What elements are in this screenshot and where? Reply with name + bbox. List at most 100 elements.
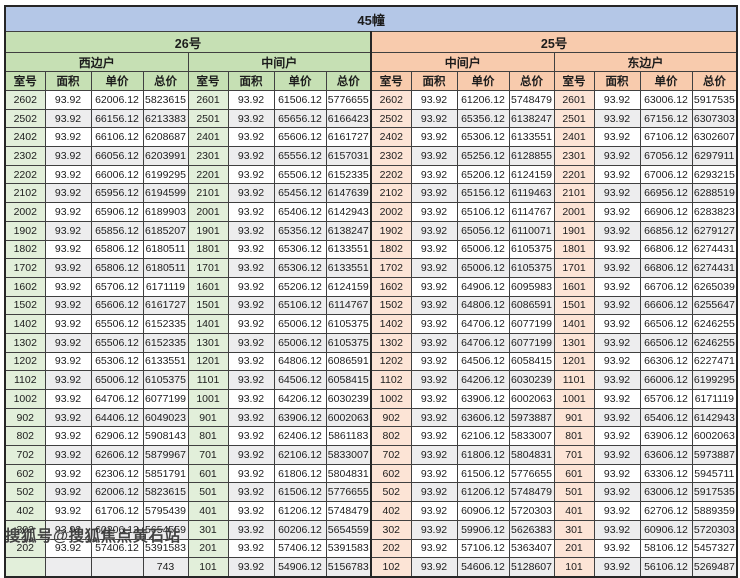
cell-unit-price: 61506.12 xyxy=(273,90,327,110)
cell-area: 93.92 xyxy=(44,370,92,390)
cell-total-price: 6199295 xyxy=(142,164,189,185)
cell-unit-price: 66106.12 xyxy=(90,127,144,148)
cell-room: 2602 xyxy=(370,90,412,110)
cell-total-price: 6133551 xyxy=(142,351,189,372)
cell-room: 2402 xyxy=(370,127,412,148)
cell-area: 93.92 xyxy=(410,557,458,578)
cell-room: 2602 xyxy=(4,90,46,110)
cell-area: 93.92 xyxy=(227,183,275,204)
cell-area: 93.92 xyxy=(593,108,641,129)
table-row: 302 93.92 60206.12 5654559 301 93.92 60206.12 5… xyxy=(4,519,738,540)
cell-total-price: 6246255 xyxy=(691,314,738,334)
cell-unit-price: 65856.12 xyxy=(90,220,144,241)
cell-unit-price: 64806.12 xyxy=(273,351,327,372)
cell-area: 93.92 xyxy=(593,351,641,372)
cell-total-price: 6114767 xyxy=(508,202,555,222)
cell-area: 93.92 xyxy=(44,258,92,278)
cell-total-price: 6086591 xyxy=(325,351,372,372)
cell-room: 2302 xyxy=(370,146,412,166)
building-header-row: 26号 25号 xyxy=(4,31,738,53)
cell-total-price: 6133551 xyxy=(325,239,372,260)
cell-room: 601 xyxy=(187,463,229,484)
cell-room: 1402 xyxy=(370,314,412,334)
cell-total-price: 5720303 xyxy=(691,519,738,540)
cell-total-price: 6246255 xyxy=(691,332,738,353)
cell-total-price: 6133551 xyxy=(325,258,372,278)
cell-room: 101 xyxy=(187,557,229,578)
cell-total-price: 5128607 xyxy=(508,557,555,578)
cell-total-price: 6105375 xyxy=(142,370,189,390)
cell-unit-price: 63906.12 xyxy=(273,407,327,428)
cell-unit-price: 65206.12 xyxy=(456,164,510,185)
cell-room: 2002 xyxy=(4,202,46,222)
cell-total-price: 6171119 xyxy=(691,389,738,409)
cell-area: 93.92 xyxy=(410,482,458,503)
cell-area: 93.92 xyxy=(227,332,275,353)
cell-unit-price: 57106.12 xyxy=(456,538,510,559)
table-row: 802 93.92 62906.12 5908143 801 93.92 62406.12 5… xyxy=(4,426,738,447)
cell-room: 1202 xyxy=(4,351,46,372)
cell-area: 93.92 xyxy=(44,482,92,503)
cell-total-price: 6138247 xyxy=(325,220,372,241)
cell-total-price: 5748479 xyxy=(508,482,555,503)
cell-room: 2401 xyxy=(553,127,595,148)
cell-area: 93.92 xyxy=(44,407,92,428)
cell-area: 93.92 xyxy=(410,146,458,166)
cell-area: 93.92 xyxy=(410,202,458,222)
table-row: 743 101 93.92 54906.12 5156783 102 93.92 54606.… xyxy=(4,557,738,578)
col-header-unit-price: 单价 xyxy=(639,71,693,91)
building-26-header: 26号 xyxy=(4,31,372,53)
cell-unit-price: 65056.12 xyxy=(456,220,510,241)
cell-room: 1901 xyxy=(187,220,229,241)
building-title: 45幢 xyxy=(4,5,738,32)
cell-area: 93.92 xyxy=(44,295,92,316)
cell-room: 601 xyxy=(553,463,595,484)
cell-total-price: 5917535 xyxy=(691,90,738,110)
cell-area: 93.92 xyxy=(227,519,275,540)
cell-total-price: 6105375 xyxy=(508,258,555,278)
cell-unit-price: 64906.12 xyxy=(456,276,510,297)
cell-unit-price: 65506.12 xyxy=(273,164,327,185)
cell-area: 93.92 xyxy=(593,127,641,148)
cell-total-price: 5833007 xyxy=(325,445,372,465)
cell-total-price: 5626383 xyxy=(508,519,555,540)
cell-room: 302 xyxy=(4,519,46,540)
cell-total-price: 6142943 xyxy=(691,407,738,428)
cell-area: 93.92 xyxy=(593,538,641,559)
cell-total-price: 6152335 xyxy=(325,164,372,185)
cell-unit-price: 66006.12 xyxy=(90,164,144,185)
cell-area: 93.92 xyxy=(410,426,458,447)
cell-room: 2301 xyxy=(187,146,229,166)
table-row: 1102 93.92 65006.12 6105375 1101 93.92 64506.1… xyxy=(4,370,738,390)
column-header-row: 室号 面积 单价 总价 室号 面积 单价 总价 室号 面积 单价 总价 室号 面… xyxy=(4,71,738,91)
cell-unit-price: 54906.12 xyxy=(273,557,327,578)
cell-room: 1101 xyxy=(553,370,595,390)
cell-area: 93.92 xyxy=(593,146,641,166)
cell-unit-price: 64706.12 xyxy=(90,389,144,409)
cell-area: 93.92 xyxy=(410,407,458,428)
table-row: 1502 93.92 65606.12 6161727 1501 93.92 65106.1… xyxy=(4,295,738,316)
table-row: 202 93.92 57406.12 5391583 201 93.92 57406.12 5… xyxy=(4,538,738,559)
cell-room: 1002 xyxy=(370,389,412,409)
cell-area: 93.92 xyxy=(227,90,275,110)
cell-unit-price: 66606.12 xyxy=(639,295,693,316)
cell-room: 101 xyxy=(553,557,595,578)
cell-total-price: 6302607 xyxy=(691,127,738,148)
cell-area: 93.92 xyxy=(593,258,641,278)
cell-area: 93.92 xyxy=(593,90,641,110)
cell-room: 602 xyxy=(4,463,46,484)
table-row: 2302 93.92 66056.12 6203991 2301 93.92 65556.1… xyxy=(4,146,738,166)
cell-unit-price: 62006.12 xyxy=(90,482,144,503)
cell-total-price: 5457327 xyxy=(691,538,738,559)
cell-room: 402 xyxy=(370,501,412,521)
cell-unit-price: 64806.12 xyxy=(456,295,510,316)
cell-room: 401 xyxy=(553,501,595,521)
cell-area: 93.92 xyxy=(227,463,275,484)
table-row: 402 93.92 61706.12 5795439 401 93.92 61206.12 5… xyxy=(4,501,738,521)
cell-room: 1302 xyxy=(370,332,412,353)
cell-unit-price: 65106.12 xyxy=(456,202,510,222)
cell-room: 1801 xyxy=(187,239,229,260)
table-row: 1202 93.92 65306.12 6133551 1201 93.92 64806.1… xyxy=(4,351,738,372)
cell-area: 93.92 xyxy=(593,183,641,204)
cell-room: 1702 xyxy=(370,258,412,278)
